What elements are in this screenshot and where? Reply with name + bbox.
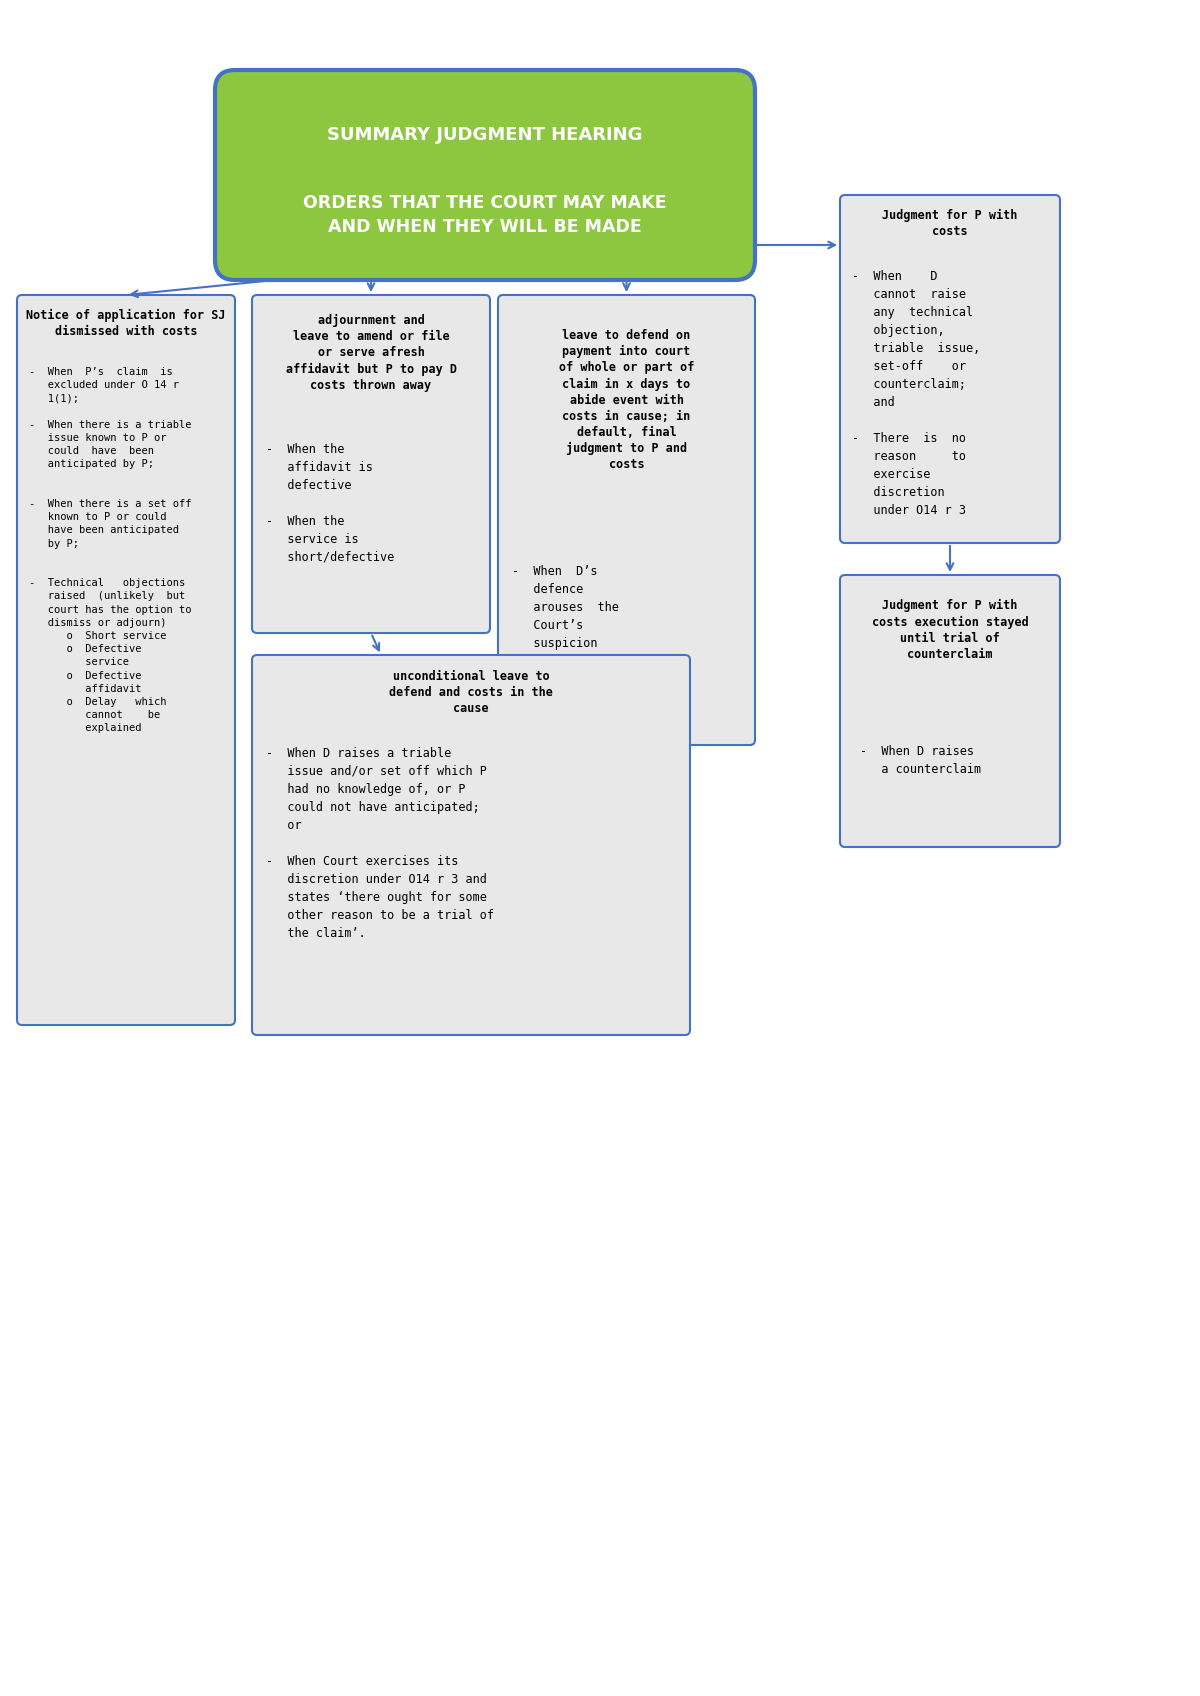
Text: unconditional leave to
defend and costs in the
cause: unconditional leave to defend and costs … bbox=[389, 670, 553, 716]
Text: -  When  P’s  claim  is
   excluded under O 14 r
   1(1);

-  When there is a tr: - When P’s claim is excluded under O 14 … bbox=[29, 366, 192, 733]
Text: -  When the
   affidavit is
   defective

-  When the
   service is
   short/def: - When the affidavit is defective - When… bbox=[266, 443, 395, 565]
FancyBboxPatch shape bbox=[17, 295, 235, 1024]
FancyBboxPatch shape bbox=[215, 70, 755, 280]
Text: Judgment for P with
costs: Judgment for P with costs bbox=[882, 209, 1018, 237]
Text: adjournment and
leave to amend or file
or serve afresh
affidavit but P to pay D
: adjournment and leave to amend or file o… bbox=[286, 314, 456, 392]
Text: ORDERS THAT THE COURT MAY MAKE
AND WHEN THEY WILL BE MADE: ORDERS THAT THE COURT MAY MAKE AND WHEN … bbox=[304, 193, 667, 236]
FancyBboxPatch shape bbox=[498, 295, 755, 745]
Text: SUMMARY JUDGMENT HEARING: SUMMARY JUDGMENT HEARING bbox=[328, 126, 643, 144]
FancyBboxPatch shape bbox=[252, 655, 690, 1035]
Text: -  When  D’s
   defence
   arouses  the
   Court’s
   suspicion: - When D’s defence arouses the Court’s s… bbox=[512, 565, 619, 650]
Text: -  When D raises
   a counterclaim: - When D raises a counterclaim bbox=[860, 745, 982, 777]
FancyBboxPatch shape bbox=[840, 195, 1060, 543]
Text: Judgment for P with
costs execution stayed
until trial of
counterclaim: Judgment for P with costs execution stay… bbox=[871, 599, 1028, 661]
Text: -  When    D
   cannot  raise
   any  technical
   objection,
   triable  issue,: - When D cannot raise any technical obje… bbox=[852, 270, 980, 517]
Text: leave to defend on
payment into court
of whole or part of
claim in x days to
abi: leave to defend on payment into court of… bbox=[559, 329, 694, 470]
Text: Notice of application for SJ
dismissed with costs: Notice of application for SJ dismissed w… bbox=[26, 309, 226, 338]
Text: -  When D raises a triable
   issue and/or set off which P
   had no knowledge o: - When D raises a triable issue and/or s… bbox=[266, 746, 494, 940]
FancyBboxPatch shape bbox=[840, 575, 1060, 846]
FancyBboxPatch shape bbox=[252, 295, 490, 633]
